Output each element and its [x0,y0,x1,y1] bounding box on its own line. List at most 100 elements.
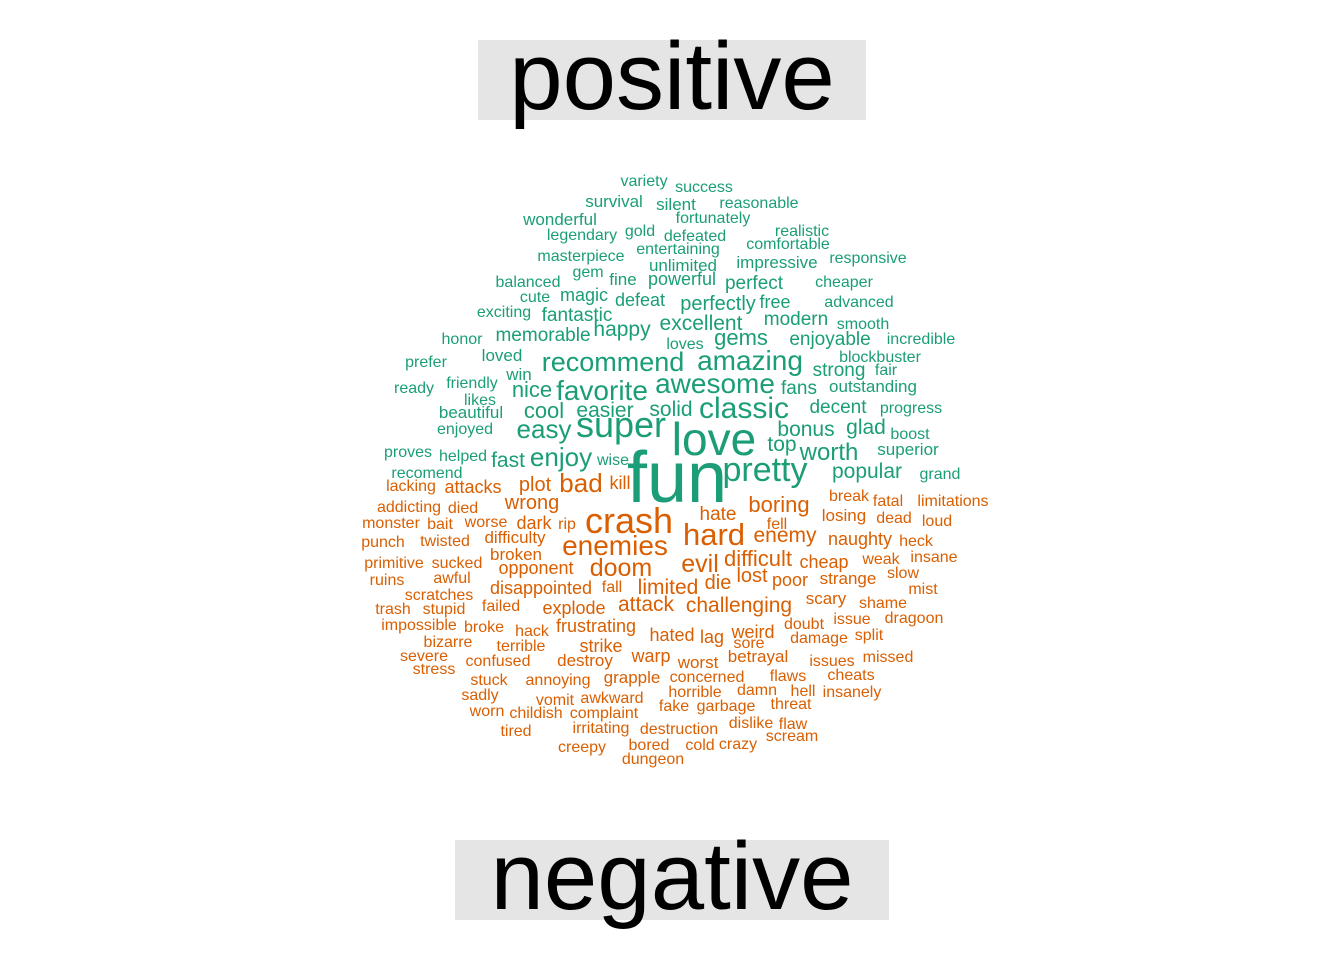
word-positive-cute: cute [520,289,550,306]
word-negative-stupid: stupid [423,601,466,618]
word-positive-recommend: recommend [542,347,685,377]
word-positive-fans: fans [781,378,817,399]
group-label-positive: positive [478,29,866,125]
word-negative-attacks: attacks [444,477,501,497]
word-positive-silent: silent [656,195,696,214]
word-negative-confused: confused [466,653,531,670]
word-negative-fell: fell [767,516,787,533]
word-negative-scratches: scratches [405,587,473,604]
word-negative-horrible: horrible [668,684,721,701]
word-positive-beautiful: beautiful [439,403,503,422]
word-negative-poor: poor [772,570,808,590]
word-negative-loud: loud [922,513,952,530]
word-positive-balanced: balanced [496,274,561,291]
word-negative-sucked: sucked [432,555,483,572]
word-negative-hack: hack [515,623,550,640]
word-negative-missed: missed [863,649,914,666]
word-negative-weird: weird [730,622,774,642]
word-positive-fair: fair [875,362,898,379]
word-negative-ruins: ruins [370,572,405,589]
word-negative-garbage: garbage [697,698,756,715]
word-positive-classic: classic [699,392,789,425]
word-positive-entertaining: entertaining [636,241,720,258]
word-negative-worse: worse [464,514,508,531]
word-positive-outstanding: outstanding [829,377,917,396]
word-positive-unlimited: unlimited [649,256,717,275]
word-negative-sore: sore [733,635,764,652]
word-positive-easier: easier [576,399,633,422]
word-negative-broken: broken [490,545,542,564]
word-positive-top: top [767,433,796,456]
word-negative-scream: scream [766,728,818,745]
word-negative-broke: broke [464,619,504,636]
word-negative-challenging: challenging [686,594,792,617]
word-negative-trash: trash [375,601,411,618]
word-positive-fun: fun [627,438,727,518]
word-negative-monster: monster [362,515,420,532]
word-positive-excellent: excellent [660,312,743,335]
word-positive-comfortable: comfortable [746,236,830,253]
word-negative-enemies: enemies [562,530,668,561]
word-negative-hate: hate [700,504,737,525]
word-negative-kill: kill [610,473,631,493]
word-negative-annoying: annoying [526,672,591,689]
word-positive-variety: variety [620,173,667,190]
word-negative-creepy: creepy [558,739,606,756]
word-positive-likes: likes [464,392,496,409]
word-positive-blockbuster: blockbuster [839,349,921,366]
word-negative-disappointed: disappointed [490,578,592,598]
word-positive-enjoyable: enjoyable [789,329,870,350]
word-negative-crazy: crazy [719,736,757,753]
word-negative-limitations: limitations [917,493,988,510]
word-positive-fine: fine [609,270,636,289]
word-positive-masterpiece: masterpiece [537,248,624,265]
word-negative-vomit: vomit [536,692,575,709]
word-positive-amazing: amazing [697,345,803,376]
word-negative-warp: warp [630,646,670,666]
word-negative-lag: lag [700,627,724,647]
word-negative-dungeon: dungeon [622,751,684,768]
word-negative-opponent: opponent [498,558,573,578]
word-negative-punch: punch [361,534,405,551]
word-positive-powerful: powerful [648,269,716,289]
word-positive-nice: nice [512,377,552,402]
word-negative-grapple: grapple [604,668,661,687]
word-positive-survival: survival [585,192,643,211]
word-negative-irritating: irritating [573,720,630,737]
word-negative-terrible: terrible [497,638,546,655]
word-positive-incredible: incredible [887,331,956,348]
word-negative-enemy: enemy [753,524,817,547]
word-negative-doom: doom [590,554,653,582]
word-negative-naughty: naughty [828,529,892,549]
word-negative-cold: cold [685,737,714,754]
word-negative-tired: tired [500,723,531,740]
word-negative-scary: scary [806,589,847,608]
word-positive-pretty: pretty [722,451,807,489]
word-negative-lost: lost [736,565,768,587]
word-negative-weak: weak [861,551,900,568]
word-negative-doubt: doubt [784,616,825,633]
word-negative-losing: losing [822,506,866,525]
word-negative-crash: crash [585,500,673,541]
word-negative-plot: plot [519,474,552,496]
word-negative-betrayal: betrayal [728,647,788,666]
word-positive-magic: magic [560,285,608,305]
word-negative-frustrating: frustrating [556,616,636,636]
word-negative-worst: worst [677,653,719,672]
word-positive-defeated: defeated [664,228,726,245]
word-negative-dead: dead [876,510,912,527]
word-positive-happy: happy [593,318,651,341]
word-negative-insane: insane [910,549,957,566]
word-negative-concerned: concerned [670,669,745,686]
word-negative-childish: childish [509,705,562,722]
word-negative-break: break [829,488,870,505]
word-negative-damage: damage [790,630,848,647]
word-positive-perfect: perfect [725,273,784,294]
word-positive-easy: easy [517,414,572,444]
word-negative-stuck: stuck [470,672,508,689]
word-positive-win: win [505,365,532,384]
word-negative-destroy: destroy [557,651,613,670]
word-negative-slow: slow [887,565,919,582]
word-positive-realistic: realistic [775,223,829,240]
